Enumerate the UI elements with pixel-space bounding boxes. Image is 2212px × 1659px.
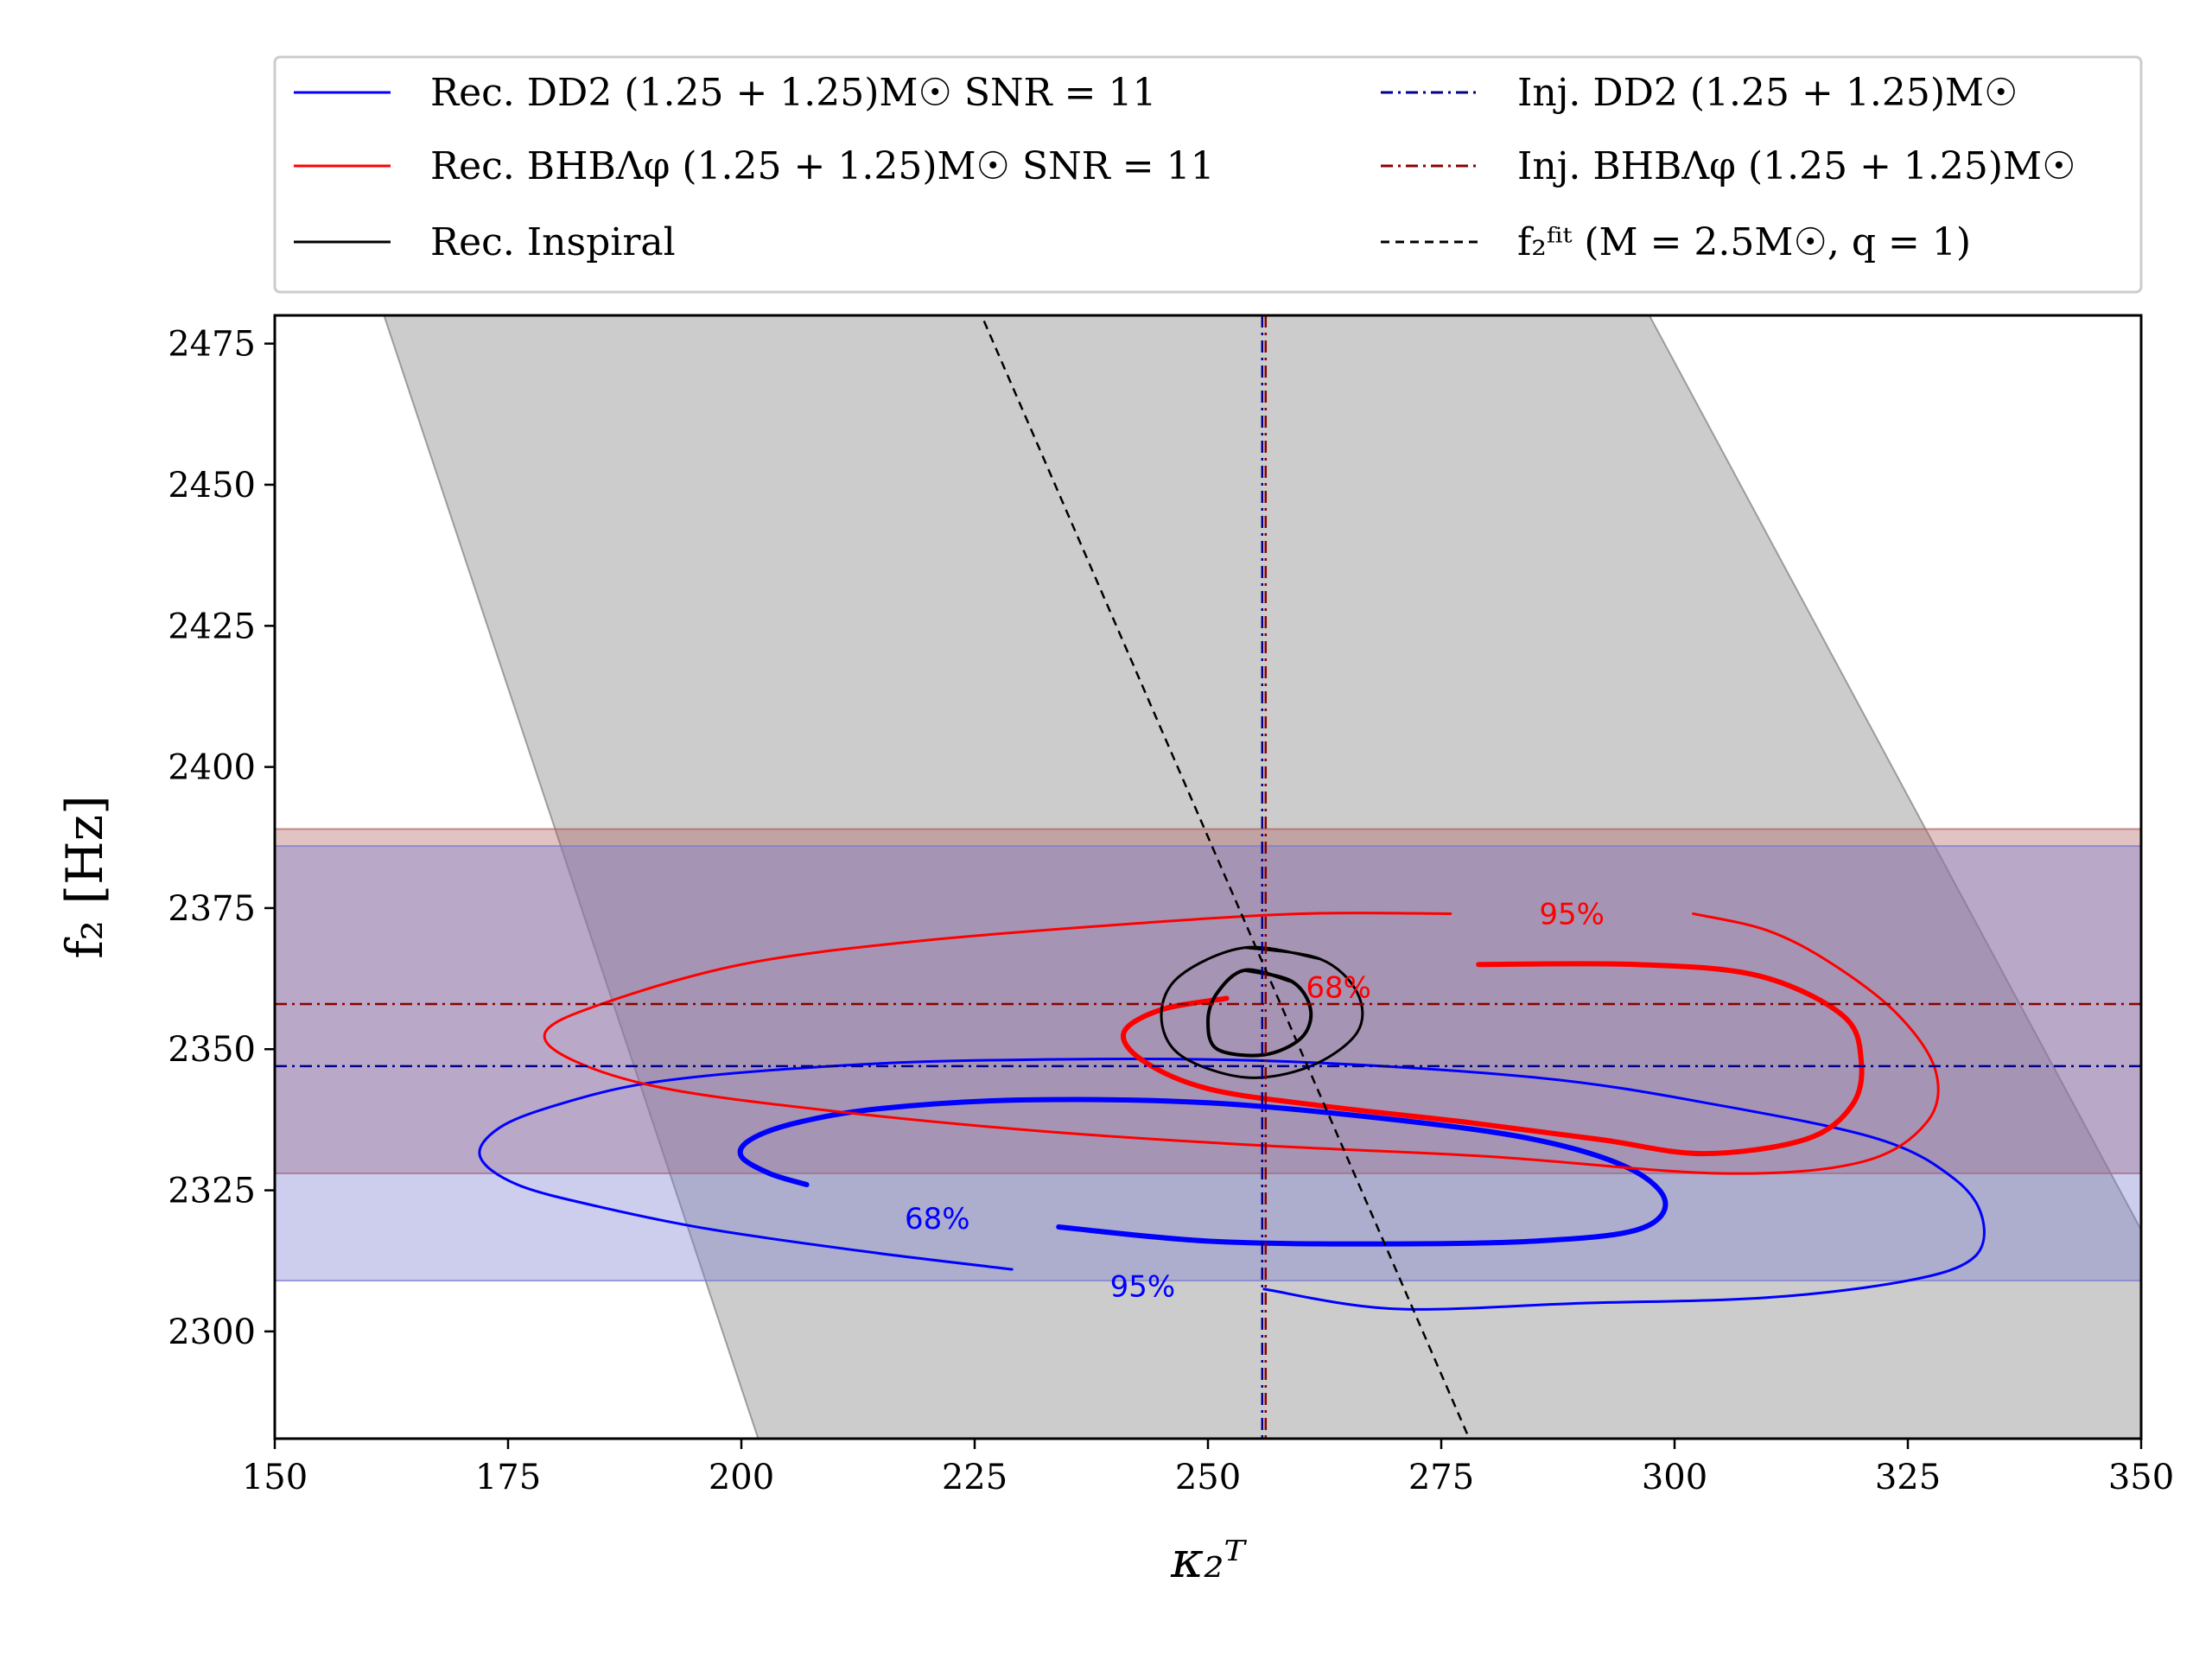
contour-label: 68% xyxy=(1306,970,1371,1005)
y-tick-label: 2475 xyxy=(168,325,256,365)
y-tick-label: 2400 xyxy=(168,748,256,788)
y-axis-title: f₂ [Hz] xyxy=(55,795,114,959)
legend-label-inj-dd2: Inj. DD2 (1.25 + 1.25)M☉ xyxy=(1517,71,2018,115)
plot-background xyxy=(275,315,2141,1439)
legend-label-inj-bhb: Inj. BHBΛφ (1.25 + 1.25)M☉ xyxy=(1517,144,2076,188)
contour-bhb-68 xyxy=(1121,961,1865,1157)
fit-line xyxy=(982,321,1471,1439)
x-tick-label: 300 xyxy=(1642,1458,1707,1497)
contour-dd2-68 xyxy=(737,1096,1669,1247)
contour-inspiral-95 xyxy=(1160,945,1364,1079)
x-tick-label: 225 xyxy=(942,1458,1007,1497)
x-tick-label: 325 xyxy=(1875,1458,1941,1497)
legend-label-rec-inspiral: Rec. Inspiral xyxy=(430,220,676,264)
x-axis-title: κ₂ᵀ xyxy=(1170,1530,1247,1589)
x-tick-label: 175 xyxy=(475,1458,541,1497)
y-tick-label: 2325 xyxy=(168,1172,256,1211)
contour-inspiral-68 xyxy=(1206,968,1313,1058)
x-tick-label: 275 xyxy=(1408,1458,1474,1497)
contour-label: 95% xyxy=(1539,897,1605,931)
x-tick-label: 200 xyxy=(709,1458,774,1497)
contour-dd2-95 xyxy=(478,1057,1986,1311)
legend-label-fit: f₂ᶠⁱᵗ (M = 2.5M☉, q = 1) xyxy=(1517,220,1971,264)
y-tick-label: 2300 xyxy=(168,1313,256,1352)
axis-ticks: 150 175 200 225 250 275 300 325 350 2300 2325 2350 2… xyxy=(168,325,2174,1497)
legend-label-rec-bhb: Rec. BHBΛφ (1.25 + 1.25)M☉ SNR = 11 xyxy=(430,144,1215,188)
axis-labels: κ₂ᵀ f₂ [Hz] xyxy=(55,795,1247,1589)
x-tick-label: 350 xyxy=(2108,1458,2174,1497)
contour-label: 95% xyxy=(1110,1270,1176,1305)
legend-box xyxy=(273,55,2143,294)
legend: Rec. DD2 (1.25 + 1.25)M☉ SNR = 11 Rec. BH… xyxy=(273,55,2143,294)
contour-label: 68% xyxy=(905,1202,970,1236)
plot-layer: 95% 68% 68% 95% xyxy=(275,315,2141,1439)
x-tick-label: 250 xyxy=(1175,1458,1241,1497)
x-tick-label: 150 xyxy=(242,1458,308,1497)
contour-bhb-95 xyxy=(543,911,1940,1175)
y-tick-label: 2450 xyxy=(168,466,256,505)
legend-label-rec-dd2: Rec. DD2 (1.25 + 1.25)M☉ SNR = 11 xyxy=(430,71,1157,115)
y-tick-label: 2350 xyxy=(168,1030,256,1070)
y-tick-label: 2425 xyxy=(168,607,256,646)
y-tick-label: 2375 xyxy=(168,889,256,929)
